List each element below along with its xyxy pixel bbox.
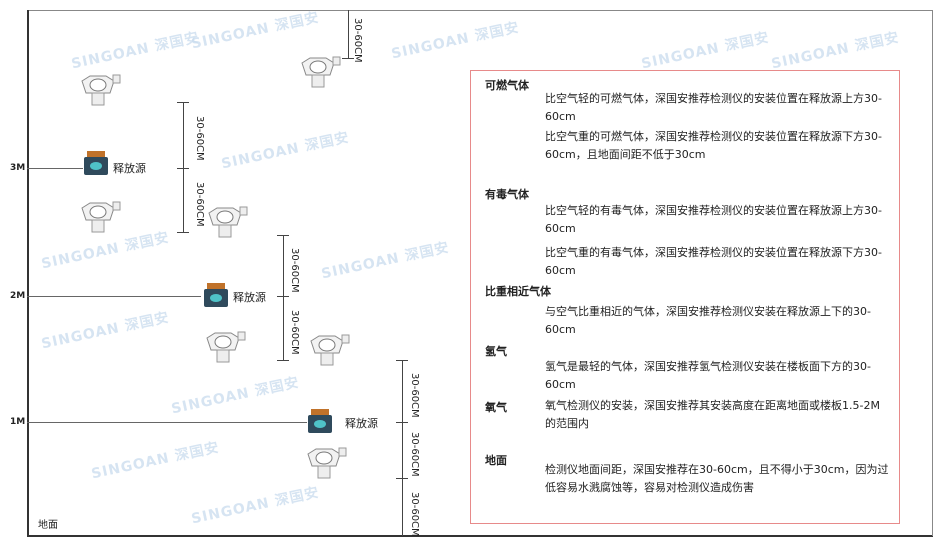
gas-detector-icon <box>310 334 350 366</box>
gas-detector-icon <box>208 206 248 238</box>
dimension-tick <box>277 360 289 361</box>
dimension-tick <box>396 478 408 479</box>
wall-line <box>27 10 29 536</box>
dimension-line <box>283 235 284 360</box>
release-source-icon <box>204 283 228 307</box>
frame-right <box>932 10 933 536</box>
hydrogen-title: 氢气 <box>485 345 507 358</box>
dimension-tick <box>277 235 289 236</box>
watermark: SINGOAN 深国安 <box>219 129 351 173</box>
watermark: SINGOAN 深国安 <box>639 29 771 73</box>
dimension-tick <box>177 102 189 103</box>
watermark: SINGOAN 深国安 <box>389 19 521 63</box>
watermark: SINGOAN 深国安 <box>39 309 171 353</box>
release-source-icon <box>308 409 332 433</box>
gas-detector-icon <box>206 331 246 363</box>
dimension-label: 30-60CM <box>194 116 205 161</box>
dimension-label: 30-60CM <box>289 310 300 355</box>
release-source-icon <box>84 151 108 175</box>
level-1m-label: 1M <box>10 417 26 427</box>
ground-text: 检测仪地面间距，深国安推荐在30-60cm，且不得小于30cm，因为过低容易水溅… <box>545 463 889 494</box>
watermark: SINGOAN 深国安 <box>69 29 201 73</box>
release-source-label: 释放源 <box>345 417 378 430</box>
floor-line <box>27 535 933 537</box>
dimension-line <box>348 10 349 58</box>
level-1m-line <box>27 422 307 423</box>
dimension-tick <box>177 168 189 169</box>
dimension-label: 30-60CM <box>409 432 420 477</box>
toxic-light-text: 比空气轻的有毒气体，深国安推荐检测仪的安装位置在释放源上方30-60cm <box>545 204 882 235</box>
toxic-title: 有毒气体 <box>485 188 529 201</box>
watermark: SINGOAN 深国安 <box>89 439 221 483</box>
level-2m-label: 2M <box>10 291 26 301</box>
dimension-label: 30-60CM <box>409 373 420 418</box>
dimension-label: 30-60CM <box>194 182 205 227</box>
level-3m-line <box>27 168 83 169</box>
dimension-tick <box>396 360 408 361</box>
similar-title: 比重相近气体 <box>485 285 551 298</box>
level-3m-label: 3M <box>10 163 26 173</box>
ground-title: 地面 <box>485 454 507 467</box>
release-source-label: 释放源 <box>233 291 266 304</box>
oxygen-title: 氧气 <box>485 401 507 414</box>
similar-text: 与空气比重相近的气体，深国安推荐检测仪安装在释放源上下的30-60cm <box>545 305 871 336</box>
info-box <box>470 70 900 524</box>
watermark: SINGOAN 深国安 <box>319 239 451 283</box>
level-2m-line <box>27 296 201 297</box>
gas-detector-icon <box>307 447 347 479</box>
watermark: SINGOAN 深国安 <box>189 9 321 53</box>
release-source-label: 释放源 <box>113 162 146 175</box>
watermark: SINGOAN 深国安 <box>769 29 901 73</box>
dimension-tick <box>177 232 189 233</box>
dimension-tick <box>342 58 354 59</box>
dimension-label: 30-60CM <box>289 248 300 293</box>
combustible-light-text: 比空气轻的可燃气体，深国安推荐检测仪的安装位置在释放源上方30-60cm <box>545 92 882 123</box>
dimension-line <box>183 102 184 232</box>
hydrogen-text: 氢气是最轻的气体，深国安推荐氢气检测仪安装在楼板面下方的30-60cm <box>545 360 871 391</box>
ground-label: 地面 <box>38 520 58 531</box>
gas-detector-icon <box>81 201 121 233</box>
toxic-heavy-text: 比空气重的有毒气体，深国安推荐检测仪的安装位置在释放源下方30-60cm <box>545 246 882 277</box>
dimension-line <box>402 360 403 536</box>
dimension-tick <box>277 296 289 297</box>
oxygen-text: 氧气检测仪的安装，深国安推荐其安装高度在距离地面或楼板1.5-2M的范围内 <box>545 399 880 430</box>
dimension-tick <box>396 422 408 423</box>
combustible-heavy-text: 比空气重的可燃气体，深国安推荐检测仪的安装位置在释放源下方30-60cm，且地面… <box>545 130 882 161</box>
watermark: SINGOAN 深国安 <box>169 374 301 418</box>
dimension-label: 30-60CM <box>352 18 363 63</box>
watermark: SINGOAN 深国安 <box>189 484 321 528</box>
dimension-label: 30-60CM <box>409 492 420 537</box>
gas-detector-icon <box>301 56 341 88</box>
combustible-title: 可燃气体 <box>485 79 529 92</box>
ceiling-line <box>27 10 933 11</box>
gas-detector-icon <box>81 74 121 106</box>
